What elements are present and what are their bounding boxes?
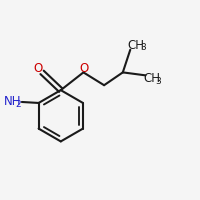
- Text: O: O: [33, 62, 42, 75]
- Text: 3: 3: [140, 43, 146, 52]
- Text: NH: NH: [4, 95, 21, 108]
- Text: O: O: [80, 62, 89, 75]
- Text: CH: CH: [128, 39, 145, 52]
- Text: 2: 2: [16, 100, 21, 109]
- Text: CH: CH: [143, 72, 160, 85]
- Text: 3: 3: [156, 77, 161, 86]
